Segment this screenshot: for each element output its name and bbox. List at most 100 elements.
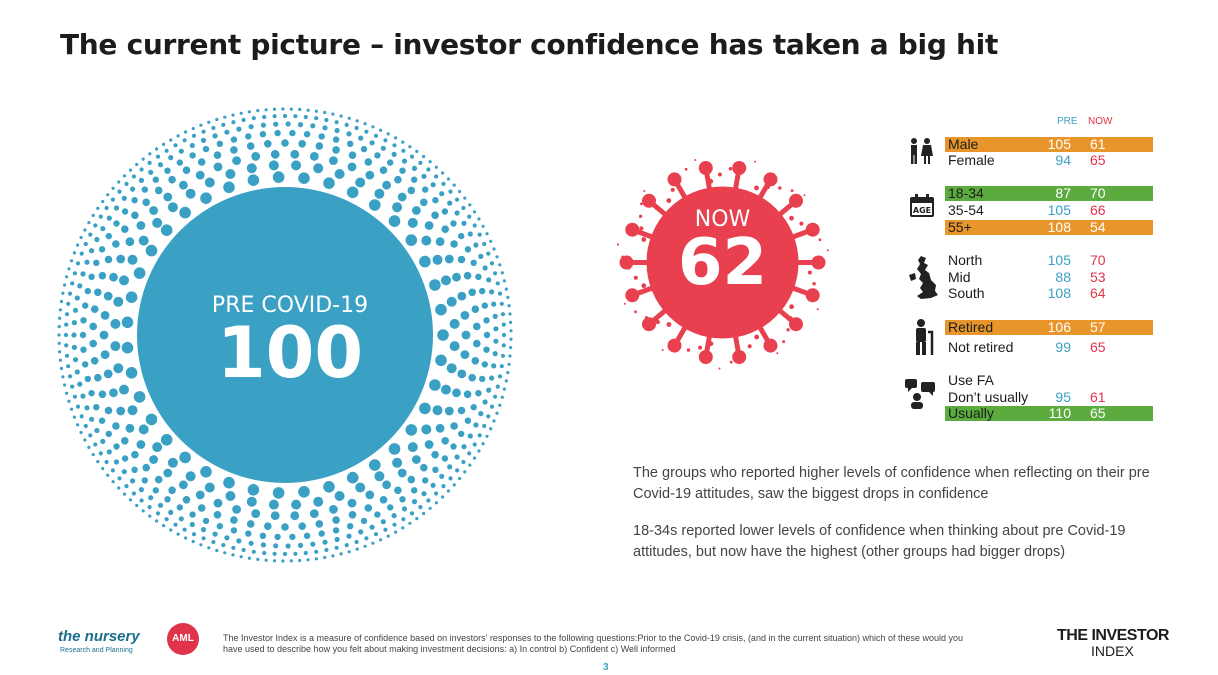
halftone-dot xyxy=(447,200,453,206)
halftone-dot xyxy=(80,317,87,324)
page-number: 3 xyxy=(603,662,609,673)
halftone-dot xyxy=(309,509,319,518)
halftone-dot xyxy=(164,496,171,503)
halftone-dot xyxy=(189,521,195,528)
halftone-dot xyxy=(493,271,498,276)
virus-speck xyxy=(815,294,819,298)
virus-speck xyxy=(740,163,744,166)
virus-spike-tip xyxy=(805,222,820,237)
halftone-dot xyxy=(391,151,397,157)
halftone-dot xyxy=(232,505,242,514)
halftone-dot xyxy=(274,533,281,541)
halftone-dot xyxy=(285,543,291,549)
halftone-dot xyxy=(347,116,351,120)
halftone-dot xyxy=(71,332,77,338)
halftone-dot xyxy=(434,501,438,505)
virus-speck xyxy=(788,316,793,321)
halftone-dot xyxy=(64,322,69,327)
virus-speck xyxy=(643,190,646,192)
virus-speck xyxy=(818,238,822,242)
row-now-value: 57 xyxy=(1090,319,1106,335)
halftone-dot xyxy=(454,454,460,460)
halftone-dot xyxy=(58,308,62,312)
halftone-dot xyxy=(247,556,251,560)
halftone-dot xyxy=(182,166,191,174)
halftone-dot xyxy=(189,142,195,149)
row-now-value: 65 xyxy=(1090,405,1106,421)
halftone-dot xyxy=(84,405,90,411)
halftone-dot xyxy=(273,543,279,549)
halftone-dot xyxy=(421,235,432,246)
halftone-dot xyxy=(189,152,196,159)
virus-speck xyxy=(686,348,691,352)
halftone-dot xyxy=(419,402,431,415)
halftone-dot xyxy=(409,511,415,516)
virus-speck xyxy=(670,187,675,192)
halftone-dot xyxy=(80,271,86,277)
halftone-dot xyxy=(424,440,434,449)
halftone-dot xyxy=(142,463,150,472)
halftone-dot xyxy=(460,311,470,320)
halftone-dot xyxy=(195,170,205,180)
halftone-dot xyxy=(163,468,173,478)
halftone-dot xyxy=(201,536,206,541)
halftone-dot xyxy=(507,304,511,308)
halftone-dot xyxy=(79,251,84,256)
halftone-dot xyxy=(179,451,191,464)
halftone-dot xyxy=(230,146,238,154)
halftone-dot xyxy=(297,542,304,548)
halftone-dot xyxy=(303,532,311,539)
halftone-dot xyxy=(468,373,477,382)
halftone-dot xyxy=(444,406,454,416)
halftone-dot xyxy=(446,177,451,181)
halftone-dot xyxy=(256,109,260,113)
halftone-dot xyxy=(448,476,453,481)
halftone-dot xyxy=(457,406,466,415)
halftone-dot xyxy=(117,189,122,194)
halftone-dot xyxy=(90,357,99,365)
virus-speck xyxy=(754,334,760,340)
halftone-dot xyxy=(391,513,397,519)
halftone-dot xyxy=(394,175,402,184)
halftone-dot xyxy=(298,486,310,498)
halftone-dot xyxy=(432,405,443,416)
halftone-dot xyxy=(470,404,477,411)
halftone-dot xyxy=(365,170,375,180)
halftone-dot xyxy=(223,476,235,489)
halftone-dot xyxy=(61,291,65,295)
halftone-dot xyxy=(432,197,439,204)
halftone-dot xyxy=(485,434,489,438)
halftone-dot xyxy=(248,540,254,546)
halftone-dot xyxy=(164,148,169,153)
virus-spike-tip xyxy=(763,338,778,353)
row-label: North xyxy=(948,252,983,268)
halftone-dot xyxy=(334,536,340,543)
halftone-dot xyxy=(117,486,121,490)
halftone-dot xyxy=(72,251,76,255)
table-row: Don’t usually 95 61 xyxy=(945,390,1153,405)
halftone-dot xyxy=(89,416,95,422)
halftone-dot xyxy=(467,451,472,456)
virus-speck xyxy=(754,185,759,191)
halftone-dot xyxy=(435,237,445,247)
virus-body xyxy=(646,186,799,339)
halftone-dot xyxy=(154,475,163,484)
halftone-dot xyxy=(268,499,279,510)
halftone-dot xyxy=(93,442,98,447)
halftone-dot xyxy=(160,224,173,236)
halftone-dot xyxy=(446,363,457,374)
halftone-dot xyxy=(94,427,100,434)
halftone-dot xyxy=(492,351,498,357)
row-now-value: 70 xyxy=(1090,185,1106,201)
halftone-dot xyxy=(407,475,416,484)
halftone-dot xyxy=(449,341,460,352)
halftone-dot xyxy=(315,142,324,150)
halftone-dot xyxy=(454,210,460,216)
halftone-dot xyxy=(117,180,121,184)
halftone-dot xyxy=(111,186,115,190)
halftone-dot xyxy=(100,438,106,444)
halftone-dot xyxy=(184,536,188,540)
halftone-dot xyxy=(314,109,318,113)
halftone-dot xyxy=(75,261,81,266)
table-row: Not retired 99 65 xyxy=(945,340,1153,355)
